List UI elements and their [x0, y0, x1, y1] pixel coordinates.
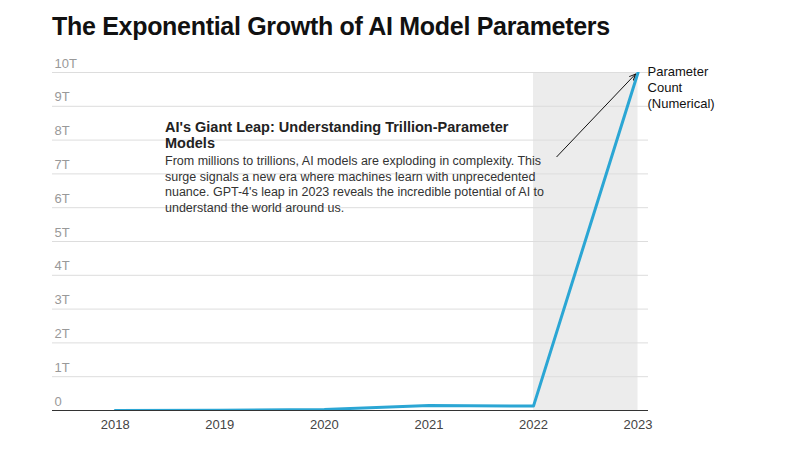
svg-text:2021: 2021 — [414, 417, 443, 432]
svg-text:10T: 10T — [55, 56, 77, 71]
html-text:AI's Giant Leap: Understanding: AI's Giant Leap: Understanding Trillion-… — [165, 119, 509, 151]
html-text:Parameter Count (Numerical): Parameter Count (Numerical) — [647, 64, 715, 111]
svg-text:9T: 9T — [55, 89, 70, 104]
html-text:The Exponential Growth of AI M: The Exponential Growth of AI Model Param… — [52, 12, 610, 40]
svg-text:6T: 6T — [55, 191, 70, 206]
svg-text:2T: 2T — [55, 326, 70, 341]
svg-text:1T: 1T — [55, 360, 70, 375]
svg-text:8T: 8T — [55, 123, 70, 138]
svg-text:3T: 3T — [55, 292, 70, 307]
svg-text:4T: 4T — [55, 258, 70, 273]
svg-text:5T: 5T — [55, 225, 70, 240]
svg-text:2019: 2019 — [205, 417, 234, 432]
svg-text:7T: 7T — [55, 157, 70, 172]
svg-text:2018: 2018 — [101, 417, 130, 432]
html-text:From millions to trillions, AI: From millions to trillions, AI models ar… — [165, 154, 544, 215]
svg-text:2020: 2020 — [310, 417, 339, 432]
svg-text:2022: 2022 — [519, 417, 548, 432]
svg-text:0: 0 — [55, 394, 62, 409]
svg-text:2023: 2023 — [624, 417, 653, 432]
